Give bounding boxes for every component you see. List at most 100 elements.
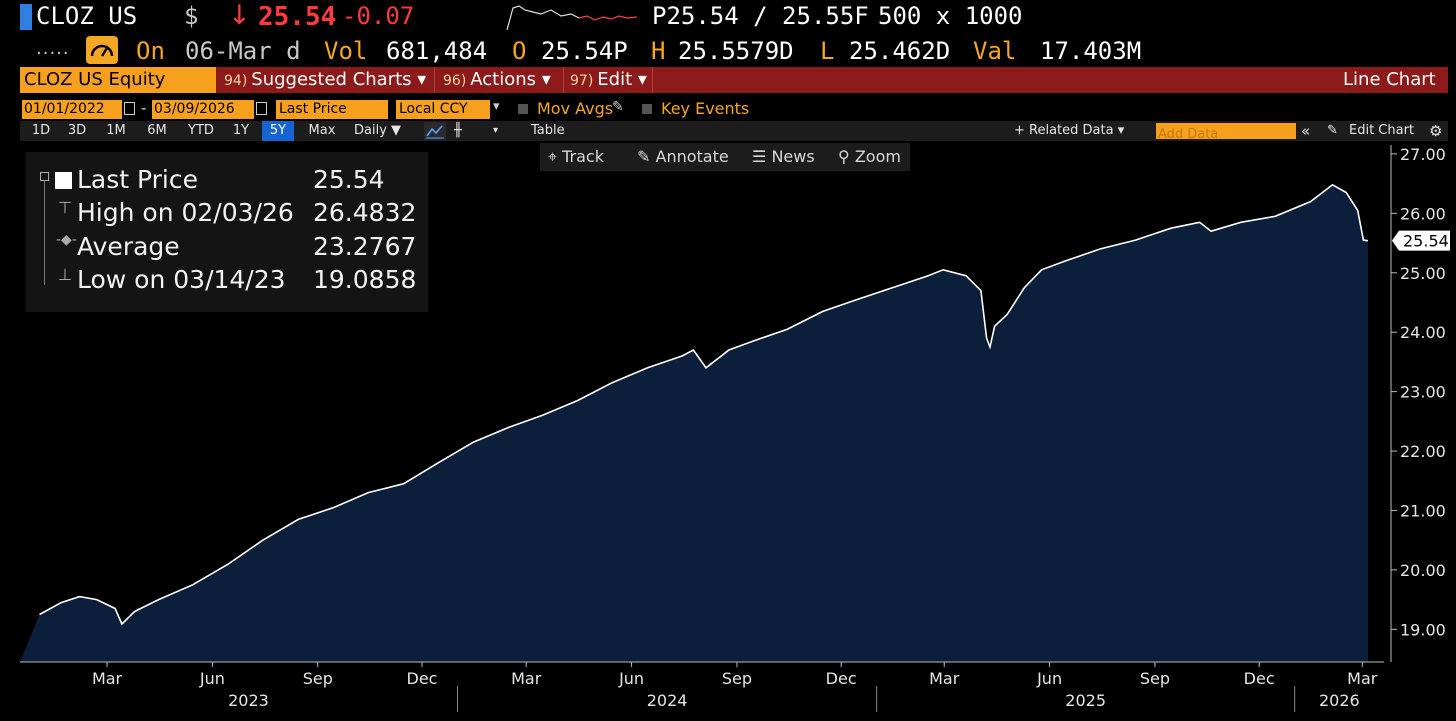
pencil-icon[interactable]: ✎ — [1327, 123, 1338, 138]
mov-avgs-label[interactable]: Mov Avgs — [537, 99, 614, 118]
start-date-input[interactable]: 01/01/2022 — [22, 100, 122, 119]
x-tick-label: Jun — [199, 669, 225, 688]
key-events-checkbox[interactable] — [642, 104, 652, 114]
bid-ask: P25.54 / 25.55F — [652, 2, 869, 30]
period-max[interactable]: Max — [308, 123, 336, 138]
field-select[interactable]: Last Price — [276, 100, 388, 119]
last-price: 25.54 — [258, 2, 337, 32]
ticker[interactable]: CLOZ US — [36, 2, 138, 30]
actions-menu[interactable]: 96) Actions ▾ — [443, 67, 551, 93]
edit-menu[interactable]: 97) Edit ▾ — [570, 67, 647, 93]
collapse-icon[interactable]: « — [1301, 122, 1311, 140]
price-line — [39, 183, 1369, 626]
y-tick-label: 21.00 — [1400, 501, 1446, 520]
period-1d[interactable]: 1D — [31, 123, 51, 138]
x-tick-label: Mar — [1347, 669, 1378, 688]
table-button[interactable]: Table — [531, 123, 565, 138]
chevron-down-icon[interactable]: ▾ — [493, 125, 499, 136]
zoom-tool[interactable]: ⚲ Zoom — [838, 143, 901, 171]
x-tick-label: Sep — [722, 669, 752, 688]
legend-high-label: High on 02/03/26 — [77, 198, 294, 227]
low-price: 25.462D — [849, 37, 951, 65]
y-tick-label: 27.00 — [1400, 145, 1446, 164]
net-change: -0.07 — [342, 2, 415, 30]
volume: 681,484 — [386, 37, 488, 65]
quote-stats: ..... On 06-Mar d Vol 681,484 O 25.54P H… — [0, 34, 1456, 66]
chart-type-label[interactable]: Line Chart — [1343, 69, 1436, 90]
frequency-select[interactable]: Daily ▼ — [354, 123, 402, 138]
menu-number: 96) — [443, 73, 467, 89]
pencil-icon: ✎ — [637, 147, 651, 166]
track-tool[interactable]: ⌖ Track — [548, 143, 604, 171]
divider — [652, 67, 653, 93]
add-data-placeholder: Add Data — [1158, 127, 1219, 142]
pencil-icon[interactable]: ✎ — [612, 99, 624, 115]
list-icon: ☰ — [752, 147, 767, 166]
menu-label: Actions ▾ — [470, 69, 551, 90]
open-label: O — [512, 37, 527, 65]
period-toolbar — [20, 121, 1448, 141]
related-data-button[interactable]: + Related Data ▾ — [1014, 123, 1125, 138]
edit-chart-button[interactable]: Edit Chart — [1349, 123, 1415, 138]
currency-symbol: $ — [184, 2, 199, 30]
security-field[interactable]: CLOZ US Equity — [20, 67, 216, 93]
bar-chart-icon[interactable]: ╫ — [454, 123, 462, 138]
y-tick-label: 26.00 — [1400, 204, 1446, 223]
calendar-icon[interactable] — [256, 102, 267, 115]
command-bar — [20, 67, 1448, 93]
price-area — [20, 184, 1368, 663]
on-label: On — [136, 37, 165, 65]
last-price-tag-label: 25.54 — [1403, 232, 1449, 251]
annotate-tool[interactable]: ✎ Annotate — [637, 143, 729, 171]
add-data-input[interactable]: Add Data — [1156, 123, 1296, 142]
date-dash: - — [141, 99, 147, 117]
gear-icon[interactable]: ⚙ — [1429, 122, 1443, 140]
period-1m[interactable]: 1M — [106, 123, 126, 138]
average-marker-icon: -◆- — [56, 232, 77, 248]
collapse-icon[interactable] — [40, 172, 49, 181]
last-price-tag — [1392, 230, 1450, 251]
track-label: Track — [562, 147, 604, 166]
x-tick-label: Dec — [826, 669, 857, 688]
end-date-input[interactable]: 03/09/2026 — [152, 100, 254, 119]
calendar-icon[interactable] — [124, 102, 135, 115]
x-tick-label: Mar — [511, 669, 542, 688]
year-label: 2023 — [228, 691, 269, 710]
news-tool[interactable]: ☰ News — [752, 143, 815, 171]
key-events-label[interactable]: Key Events — [661, 99, 750, 118]
divider — [563, 67, 564, 93]
mov-avgs-checkbox[interactable] — [518, 104, 528, 114]
chevron-down-icon[interactable]: ▾ — [493, 99, 500, 114]
menu-label: Suggested Charts ▾ — [251, 69, 427, 90]
gauge-icon[interactable] — [86, 36, 118, 64]
period-1y[interactable]: 1Y — [232, 123, 250, 138]
open-price: 25.54P — [541, 37, 628, 65]
period-6m[interactable]: 6M — [147, 123, 167, 138]
legend-panel — [26, 152, 428, 312]
low-marker-icon: ⊥ — [58, 265, 72, 284]
x-tick-label: Mar — [92, 669, 123, 688]
x-tick-label: Sep — [303, 669, 333, 688]
ticker-marker — [20, 4, 32, 30]
high-price: 25.5579D — [678, 37, 794, 65]
suggested-charts-menu[interactable]: 94) Suggested Charts ▾ — [224, 67, 426, 93]
line-chart-icon[interactable] — [424, 122, 446, 140]
legend-last-value: 25.54 — [313, 165, 385, 194]
series-swatch — [55, 172, 72, 189]
period-5y[interactable]: 5Y — [262, 121, 294, 141]
year-label: 2025 — [1065, 691, 1106, 710]
legend-low-value: 19.0858 — [313, 265, 417, 294]
quote-date: 06-Mar d — [185, 37, 301, 65]
low-label: L — [820, 37, 835, 65]
val-label: Val — [973, 37, 1017, 65]
legend-average-value: 23.2767 — [313, 232, 417, 261]
period-3d[interactable]: 3D — [67, 123, 87, 138]
currency-select[interactable]: Local CCY — [396, 100, 490, 119]
bid-ask-size: 500 x 1000 — [878, 2, 1023, 30]
period-ytd[interactable]: YTD — [188, 123, 214, 138]
crosshair-icon: ⌖ — [548, 147, 558, 166]
divider — [434, 67, 435, 93]
x-tick-label: Jun — [618, 669, 644, 688]
zoom-label: Zoom — [854, 147, 901, 166]
